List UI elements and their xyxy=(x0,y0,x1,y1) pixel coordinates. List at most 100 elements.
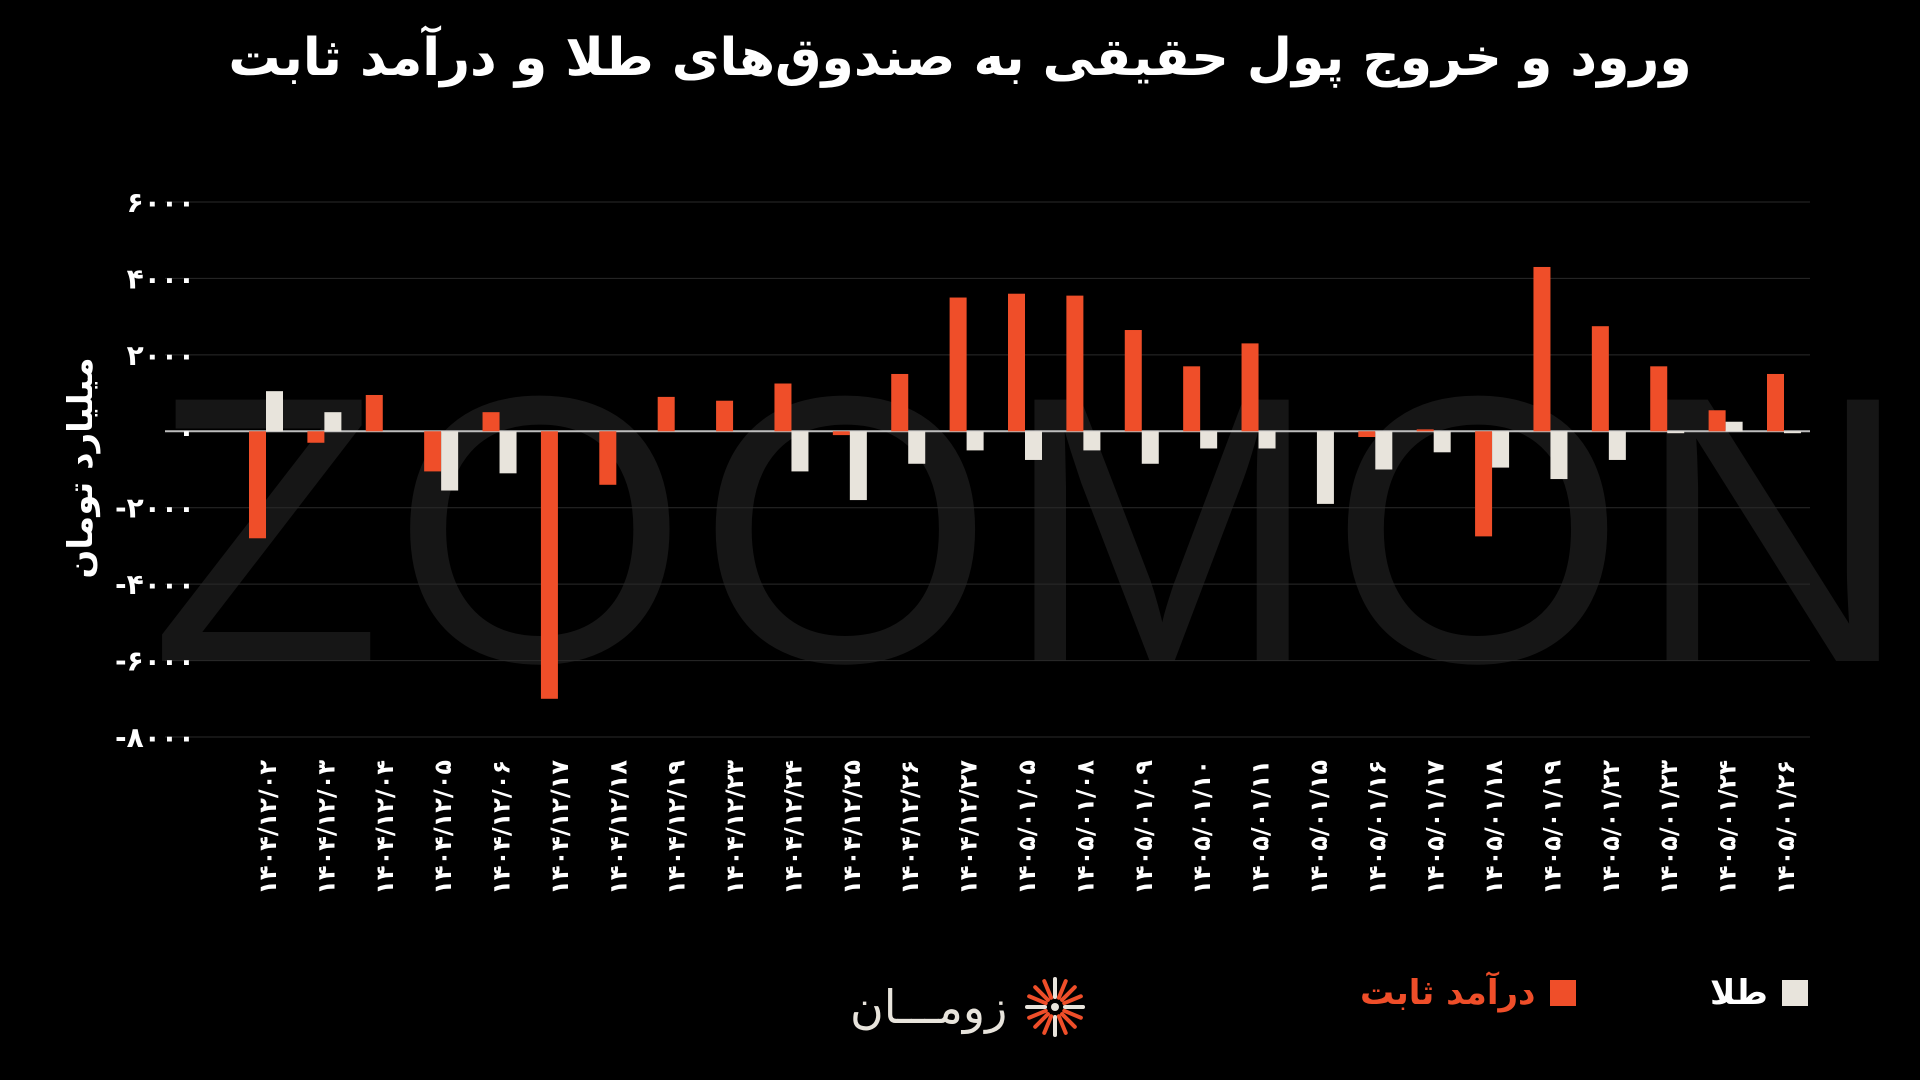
bar-fixed-income xyxy=(774,383,792,432)
bar-fixed-income xyxy=(307,431,325,443)
x-tick-label: ۱۴۰۴/۱۲/۱۹ xyxy=(663,760,691,895)
x-tick-label: ۱۴۰۵/۰۱/۲۶ xyxy=(1772,760,1800,895)
legend-swatch-gold xyxy=(1781,980,1808,1006)
bar-gold xyxy=(1316,431,1334,504)
x-tick-label: ۱۴۰۴/۱۲/۱۸ xyxy=(604,760,632,895)
bar-fixed-income xyxy=(1591,326,1609,432)
y-tick-label: -۸۰۰۰ xyxy=(115,721,195,754)
logo-ray xyxy=(1033,985,1051,1002)
bar-fixed-income xyxy=(1767,373,1784,432)
brand-logo: زومـــان xyxy=(850,972,1087,1042)
bar-fixed-income xyxy=(1124,330,1142,432)
y-tick-label: ۰ xyxy=(178,415,195,448)
y-axis-label: میلیارد تومان xyxy=(61,357,101,578)
bar-fixed-income xyxy=(482,412,500,432)
x-tick-label: ۱۴۰۴/۱۲/۲۷ xyxy=(955,760,983,895)
logo-ray xyxy=(1042,979,1054,1000)
x-tick-label: ۱۴۰۴/۱۲/۲۴ xyxy=(779,760,807,895)
zoomon-watermark: ZOOMON xyxy=(150,317,1920,742)
legend-label-gold: طلا xyxy=(1710,973,1768,1013)
bar-fixed-income xyxy=(1358,431,1376,438)
bar-fixed-income xyxy=(1241,343,1259,432)
x-tick-label: ۱۴۰۴/۱۲/۰۲ xyxy=(254,760,282,895)
sunburst-logo-icon xyxy=(1025,977,1086,1037)
bar-fixed-income xyxy=(424,431,442,472)
bar-gold xyxy=(1784,431,1801,434)
bar-gold xyxy=(1433,431,1451,453)
x-tick-label: ۱۴۰۴/۱۲/۰۶ xyxy=(488,760,516,895)
bar-gold xyxy=(266,391,283,432)
logo-ray xyxy=(1027,1008,1049,1020)
bar-gold xyxy=(324,412,342,432)
bar-gold xyxy=(1025,431,1042,460)
x-tick-label: ۱۴۰۵/۰۱/۲۳ xyxy=(1655,760,1683,895)
bar-gold xyxy=(908,431,926,464)
x-tick-label: ۱۴۰۵/۰۱/۲۲ xyxy=(1597,760,1625,895)
x-axis-ticks: ۱۴۰۴/۱۲/۰۲ ۱۴۰۴/۱۲/۰۳ ۱۴۰۴/۱۲/۰۴ ۱۴۰۴/۱۲/۰۵… xyxy=(254,760,1800,895)
bar-gold xyxy=(849,431,867,501)
x-tick-label: ۱۴۰۴/۱۲/۲۳ xyxy=(721,760,749,895)
x-tick-label: ۱۴۰۴/۱۲/۲۵ xyxy=(838,760,866,895)
bar-fixed-income xyxy=(1416,429,1434,432)
bar-gold xyxy=(1725,421,1743,432)
bar-gold xyxy=(1608,431,1626,460)
bar-fixed-income xyxy=(657,396,675,432)
bar-gold xyxy=(1550,431,1568,480)
bar-fixed-income xyxy=(1183,366,1201,432)
bar-fixed-income xyxy=(365,394,383,432)
bar-gold xyxy=(441,431,459,491)
legend-swatch-fixed-income xyxy=(1549,980,1576,1006)
bar-fixed-income xyxy=(1533,266,1551,432)
x-tick-label: ۱۴۰۵/۰۱/۱۵ xyxy=(1305,760,1333,895)
bar-gold xyxy=(791,431,809,472)
x-tick-label: ۱۴۰۴/۱۲/۰۵ xyxy=(429,760,457,895)
y-tick-label: -۴۰۰۰ xyxy=(115,568,195,601)
bar-fixed-income xyxy=(1650,366,1668,432)
y-tick-label: -۲۰۰۰ xyxy=(115,492,195,525)
logo-ray xyxy=(1027,994,1049,1006)
x-tick-label: ۱۴۰۵/۰۱/۱۹ xyxy=(1538,760,1566,895)
y-tick-label: ۲۰۰۰ xyxy=(127,339,195,372)
x-tick-label: ۱۴۰۵/۰۱/۰۵ xyxy=(1013,760,1041,895)
x-tick-label: ۱۴۰۵/۰۱/۱۶ xyxy=(1363,760,1391,895)
bar-gold xyxy=(966,431,984,451)
bar-gold xyxy=(1200,431,1218,449)
logo-text: زومـــان xyxy=(850,980,1008,1034)
bar-fixed-income xyxy=(716,400,734,432)
bar-fixed-income xyxy=(540,431,558,699)
legend-item-fixed-income: درآمد ثابت xyxy=(1360,968,1576,1018)
logo-ray xyxy=(1042,1014,1054,1035)
bar-gold xyxy=(1492,431,1510,468)
x-tick-label: ۱۴۰۵/۰۱/۱۷ xyxy=(1422,760,1450,895)
logo-ray xyxy=(1062,994,1084,1006)
logo-ray xyxy=(1060,985,1078,1002)
logo-ray xyxy=(1060,1012,1078,1029)
logo-ray xyxy=(1062,1008,1084,1020)
x-tick-label: ۱۴۰۴/۱۲/۲۶ xyxy=(896,760,924,895)
bars xyxy=(249,266,1801,699)
x-tick-label: ۱۴۰۴/۱۲/۰۳ xyxy=(312,760,340,895)
logo-ray xyxy=(1033,1012,1051,1029)
bar-gold xyxy=(499,431,517,474)
logo-ray xyxy=(1057,979,1069,1000)
bar-gold xyxy=(1375,431,1393,470)
bar-fixed-income xyxy=(1475,431,1493,537)
bar-fixed-income xyxy=(249,431,266,539)
bar-gold xyxy=(1258,431,1276,449)
y-tick-label: -۶۰۰۰ xyxy=(115,645,195,678)
legend-label-fixed-income: درآمد ثابت xyxy=(1360,973,1536,1013)
bar-fixed-income xyxy=(832,431,850,436)
x-tick-label: ۱۴۰۵/۰۱/۱۱ xyxy=(1247,760,1275,895)
bar-fixed-income xyxy=(949,297,967,432)
x-tick-label: ۱۴۰۴/۱۲/۰۴ xyxy=(371,760,399,895)
x-tick-label: ۱۴۰۵/۰۱/۱۰ xyxy=(1188,760,1216,895)
legend-item-gold: طلا xyxy=(1710,968,1808,1018)
y-tick-label: ۴۰۰۰ xyxy=(127,262,195,295)
logo-ray xyxy=(1057,1014,1069,1035)
x-tick-label: ۱۴۰۵/۰۱/۰۸ xyxy=(1071,760,1099,895)
bar-gold xyxy=(1667,431,1685,434)
y-tick-label: ۶۰۰۰ xyxy=(127,186,195,219)
bar-fixed-income xyxy=(1708,410,1726,432)
bar-fixed-income xyxy=(599,431,617,485)
